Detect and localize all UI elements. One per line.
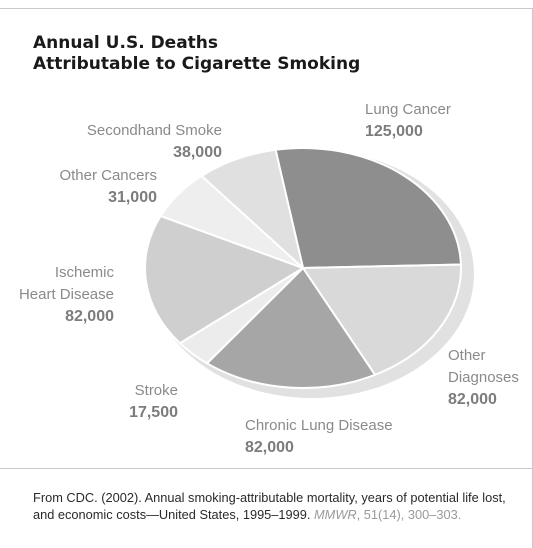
chart-title-line-2: Attributable to Cigarette Smoking: [33, 54, 361, 74]
source-journal: MMWR: [314, 507, 357, 522]
slice-label-other-diagnoses-line-2: Diagnoses: [448, 369, 519, 386]
slice-label-ischemic-heart-disease-line-2: Heart Disease: [19, 286, 114, 303]
slice-value-other-diagnoses: 82,000: [448, 391, 497, 408]
pie-chart: Lung Cancer 125,000 Other Diagnoses 82,000 Ch…: [19, 101, 519, 456]
frame-divider: [0, 468, 533, 469]
chart-title-line-1: Annual U.S. Deaths: [33, 33, 219, 53]
slice-label-lung-cancer: Lung Cancer: [365, 101, 451, 118]
slice-label-stroke: Stroke: [135, 382, 178, 399]
slice-value-secondhand-smoke: 38,000: [173, 144, 222, 161]
pie-slice-chronic-lung-disease: [205, 266, 377, 389]
slice-label-ischemic-heart-disease-line-1: Ischemic: [55, 264, 115, 281]
slice-label-secondhand-smoke: Secondhand Smoke: [87, 122, 222, 139]
frame-top-border: [0, 8, 533, 9]
slice-value-chronic-lung-disease: 82,000: [245, 439, 294, 456]
slice-value-lung-cancer: 125,000: [365, 123, 423, 140]
chart-title: Annual U.S. Deaths Attributable to Cigar…: [33, 33, 360, 75]
slice-value-stroke: 17,500: [129, 404, 178, 421]
pie-slice-other-diagnoses: [301, 263, 462, 377]
source-text: From CDC. (2002). Annual smoking-attribu…: [33, 490, 506, 522]
pie-labels: Lung Cancer 125,000 Other Diagnoses 82,000 Ch…: [19, 101, 519, 456]
pie-slice-ischemic-heart-disease: [144, 214, 306, 345]
pie-slice-secondhand-smoke: [200, 148, 305, 271]
slice-label-chronic-lung-disease: Chronic Lung Disease: [245, 417, 393, 434]
slice-value-other-cancers: 31,000: [108, 189, 157, 206]
slice-value-ischemic-heart-disease: 82,000: [65, 308, 114, 325]
slice-label-other-diagnoses-line-1: Other: [448, 347, 486, 364]
pie-slice-lung-cancer: [274, 147, 462, 270]
pie-slices: [144, 147, 462, 389]
source-citation: From CDC. (2002). Annual smoking-attribu…: [33, 489, 523, 523]
slice-label-other-cancers: Other Cancers: [59, 167, 157, 184]
source-tail: , 51(14), 300–303.: [356, 507, 462, 522]
